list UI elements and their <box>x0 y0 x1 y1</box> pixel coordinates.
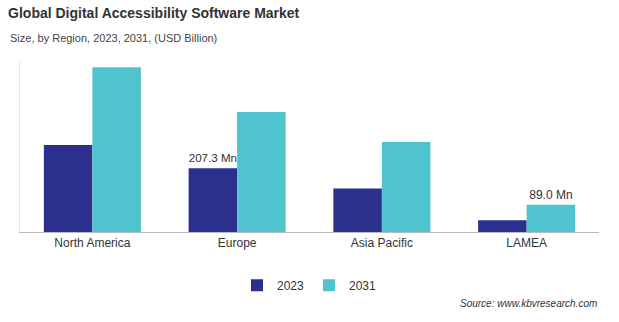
svg-text:Asia Pacific: Asia Pacific <box>351 236 413 250</box>
svg-text:207.3 Mn: 207.3 Mn <box>189 151 237 164</box>
svg-text:Europe: Europe <box>218 236 257 250</box>
svg-text:North America: North America <box>54 236 130 250</box>
svg-text:89.0 Mn: 89.0 Mn <box>529 188 572 202</box>
svg-text:2031: 2031 <box>349 279 376 293</box>
svg-text:LAMEA: LAMEA <box>506 236 547 250</box>
svg-text:2023: 2023 <box>277 279 304 293</box>
svg-text:Size, by Region, 2023, 2031, (: Size, by Region, 2023, 2031, (USD Billio… <box>10 32 217 44</box>
svg-text:Source: www.kbvresearch.com: Source: www.kbvresearch.com <box>460 298 597 309</box>
svg-text:Global Digital Accessibility S: Global Digital Accessibility Software Ma… <box>8 5 300 21</box>
